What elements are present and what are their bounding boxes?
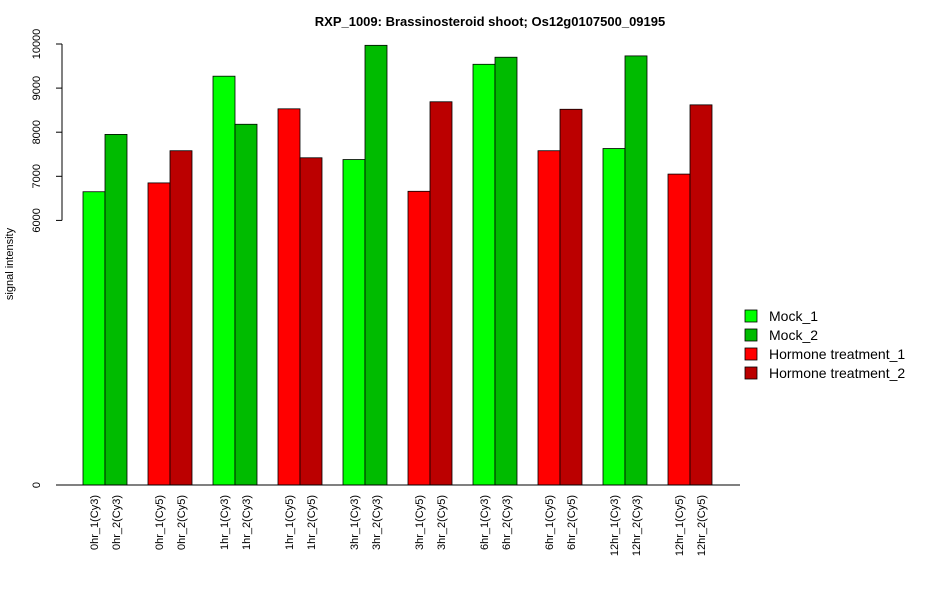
bar xyxy=(364,44,388,486)
y-tick-label: 6000 xyxy=(31,208,43,232)
x-tick-label: 1hr_2(Cy5) xyxy=(306,495,318,550)
legend-label: Hormone treatment_2 xyxy=(769,365,905,381)
chart-title: RXP_1009: Brassinosteroid shoot; Os12g01… xyxy=(315,14,665,29)
bar xyxy=(277,108,301,486)
bar xyxy=(429,101,453,486)
x-tick-label: 6hr_2(Cy3) xyxy=(501,495,513,550)
legend-swatch xyxy=(744,347,758,361)
x-tick-label: 6hr_1(Cy5) xyxy=(544,495,556,550)
y-axis: 0 6000 7000 8000 9000 10000 xyxy=(31,29,63,488)
x-tick-label: 12hr_2(Cy5) xyxy=(696,495,708,556)
x-tick-label: 1hr_1(Cy5) xyxy=(284,495,296,550)
x-tick-label: 6hr_1(Cy3) xyxy=(479,495,491,550)
y-tick-label: 7000 xyxy=(31,164,43,188)
bar xyxy=(169,150,193,486)
bar xyxy=(342,159,366,486)
y-tick-label: 8000 xyxy=(31,120,43,144)
bar xyxy=(472,63,496,486)
bar xyxy=(82,191,106,486)
x-tick-label: 3hr_1(Cy3) xyxy=(349,495,361,550)
bar xyxy=(407,190,431,486)
bar xyxy=(537,150,561,486)
x-tick-label: 0hr_2(Cy5) xyxy=(176,495,188,550)
bar xyxy=(667,173,691,486)
x-tick-label: 6hr_2(Cy5) xyxy=(566,495,578,550)
legend-swatch xyxy=(744,366,758,380)
legend-label: Mock_2 xyxy=(769,327,818,343)
bar xyxy=(689,104,713,486)
x-tick-label: 12hr_2(Cy3) xyxy=(631,495,643,556)
x-tick-label: 0hr_1(Cy3) xyxy=(89,495,101,550)
x-tick-label: 0hr_1(Cy5) xyxy=(154,495,166,550)
bar xyxy=(104,134,128,486)
y-tick-label: 0 xyxy=(31,482,43,488)
y-axis-label: signal intensity xyxy=(4,227,16,300)
x-tick-label: 0hr_2(Cy3) xyxy=(111,495,123,550)
bars-group xyxy=(62,44,740,486)
bar xyxy=(299,157,323,486)
legend-swatch xyxy=(744,328,758,342)
y-tick-label: 10000 xyxy=(31,29,43,60)
bar xyxy=(494,56,518,486)
x-tick-label: 3hr_2(Cy5) xyxy=(436,495,448,550)
x-tick-label: 12hr_1(Cy3) xyxy=(609,495,621,556)
x-tick-label: 3hr_1(Cy5) xyxy=(414,495,426,550)
legend-swatch xyxy=(744,309,758,323)
x-tick-labels: 0hr_1(Cy3) 0hr_2(Cy3) 0hr_1(Cy5) 0hr_2(Cy5)… xyxy=(89,495,708,556)
bar xyxy=(602,148,626,486)
legend-label: Hormone treatment_1 xyxy=(769,346,905,362)
x-tick-label: 3hr_2(Cy3) xyxy=(371,495,383,550)
bar xyxy=(559,108,583,486)
x-tick-label: 1hr_1(Cy3) xyxy=(219,495,231,550)
bar xyxy=(147,182,171,486)
x-tick-label: 12hr_1(Cy5) xyxy=(674,495,686,556)
bar xyxy=(212,75,236,486)
bar xyxy=(624,55,648,486)
x-tick-label: 1hr_2(Cy3) xyxy=(241,495,253,550)
legend-label: Mock_1 xyxy=(769,308,818,324)
y-tick-label: 9000 xyxy=(31,76,43,100)
bar xyxy=(234,123,258,486)
legend: Mock_1 Mock_2 Hormone treatment_1 Hormone t… xyxy=(744,308,905,381)
